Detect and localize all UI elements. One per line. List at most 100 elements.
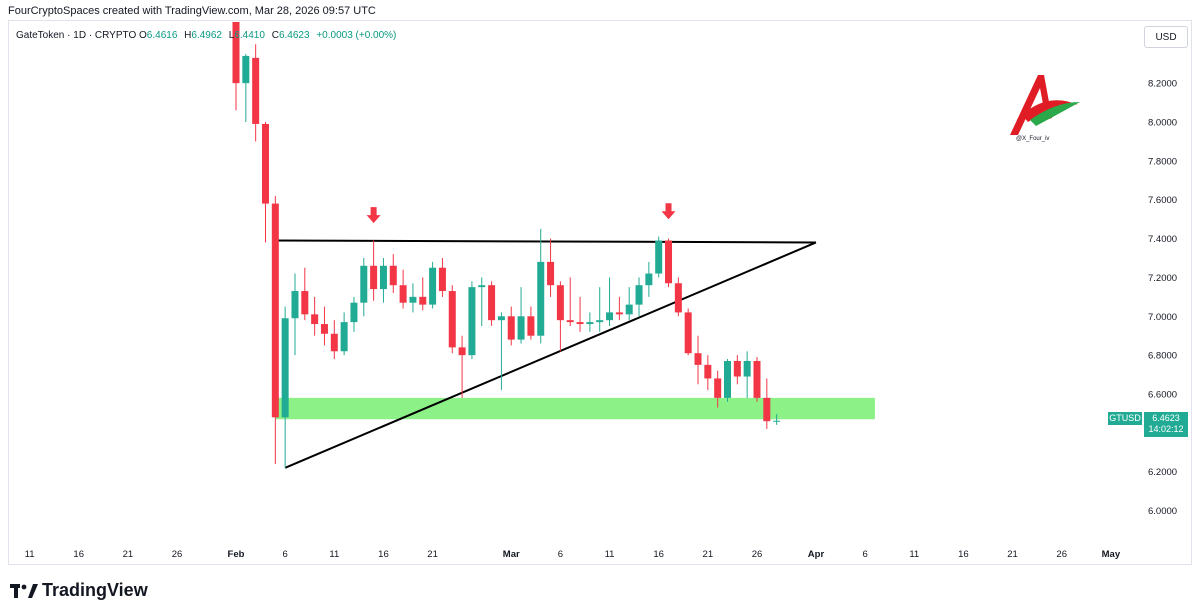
x-axis: 11 16 21 26 Feb 6 11 16 21 Mar 6 11 16 21 26 Apr 6 11 16 21… [25, 549, 1121, 560]
candle-body [399, 285, 407, 303]
candle-body [360, 265, 368, 303]
y-tick-label: 8.2000 [1148, 79, 1177, 90]
candle-body [615, 312, 623, 315]
candle [360, 258, 368, 317]
x-tick-label: 21 [123, 549, 134, 560]
down-arrow-icon [661, 203, 676, 220]
candle [625, 287, 633, 321]
candle [773, 414, 781, 425]
candle-body [429, 267, 437, 305]
x-tick-label: 6 [283, 549, 288, 560]
candle-body [586, 322, 594, 325]
close-value: 6.4623 [278, 30, 310, 41]
candle [576, 296, 584, 332]
candle [261, 122, 269, 243]
candle-body [438, 267, 446, 292]
candle [645, 261, 653, 297]
watermark-handle: @X_Four_iv [1016, 136, 1050, 142]
candle-body [655, 240, 663, 274]
last-price-tag: 6.4623 14:02:12 [1144, 412, 1188, 437]
candle-body [330, 333, 338, 352]
candle [488, 281, 496, 326]
x-tick-label: 16 [378, 549, 389, 560]
candle-body [478, 285, 486, 288]
y-tick-label: 6.6000 [1148, 390, 1177, 401]
close-label: C [271, 30, 279, 41]
candle [655, 236, 663, 278]
candle-body [724, 360, 731, 398]
currency-selector[interactable]: USD [1144, 26, 1188, 48]
candle [665, 238, 673, 288]
candle [497, 312, 505, 391]
open-value: 6.4616 [146, 30, 178, 41]
high-value: 6.4962 [191, 30, 222, 41]
candle [733, 355, 741, 385]
candle-body [242, 55, 250, 84]
candle-body [773, 420, 781, 422]
candle [232, 22, 240, 111]
x-tick-label: Mar [503, 549, 520, 560]
candle-body [291, 291, 299, 319]
candle [468, 281, 476, 360]
candle-body [566, 320, 574, 323]
x-tick-label: 26 [752, 549, 763, 560]
candle [291, 273, 299, 356]
candle [527, 306, 535, 340]
candle-body [271, 203, 279, 418]
candle [566, 277, 574, 326]
x-tick-label: 16 [653, 549, 664, 560]
candle-body [576, 322, 584, 325]
candle [586, 312, 594, 332]
candle [281, 306, 289, 468]
candle-body [311, 314, 319, 325]
low-value: 6.4410 [234, 30, 265, 41]
candle [596, 287, 604, 332]
candle-body [665, 240, 673, 284]
y-tick-label: 6.8000 [1148, 351, 1177, 362]
candle-body [370, 265, 378, 290]
y-tick-label: 6.2000 [1148, 467, 1177, 478]
countdown-value: 14:02:12 [1148, 424, 1184, 434]
candle [379, 258, 387, 303]
candle [271, 195, 279, 464]
y-tick-label: 7.6000 [1148, 195, 1177, 206]
candle [635, 277, 643, 317]
candle [252, 44, 260, 142]
candle-body [547, 261, 555, 286]
candle [448, 285, 456, 354]
x-tick-label: Apr [808, 549, 825, 560]
candle-body [448, 291, 456, 348]
candle [556, 281, 564, 352]
ohlc-legend: GateToken · 1D · CRYPTO O6.4616 H6.4962 … [16, 30, 400, 41]
candle-body [596, 320, 604, 323]
candle [311, 296, 319, 336]
y-tick-label: 7.8000 [1148, 156, 1177, 167]
candle-body [350, 302, 358, 323]
tradingview-logo[interactable]: TradingView [10, 580, 148, 601]
candle-body [232, 22, 240, 84]
x-tick-label: 16 [73, 549, 84, 560]
tradingview-logo-icon [10, 583, 38, 598]
candle-body [419, 296, 427, 305]
candle-body [625, 304, 633, 315]
candle-body [606, 312, 614, 321]
symbol-name[interactable]: GateToken · 1D · CRYPTO [16, 30, 137, 41]
candle-body [301, 291, 309, 315]
x-tick-label: 21 [427, 549, 438, 560]
candle-body [389, 265, 397, 286]
candle [350, 296, 358, 332]
drawings-layer [275, 203, 875, 469]
candle [478, 277, 486, 326]
candle [419, 277, 427, 311]
candle-body [714, 378, 722, 398]
candle-body [694, 353, 702, 365]
candle-body [733, 360, 741, 377]
y-tick-label: 7.0000 [1148, 312, 1177, 323]
ticker-tag: GTUSD [1108, 412, 1142, 425]
candle [330, 320, 338, 360]
candle [753, 357, 761, 402]
y-tick-label: 7.2000 [1148, 273, 1177, 284]
watermark-logo: @X_Four_iv [1000, 70, 1085, 150]
y-tick-label: 8.0000 [1148, 118, 1177, 129]
x-tick-label: 21 [703, 549, 714, 560]
